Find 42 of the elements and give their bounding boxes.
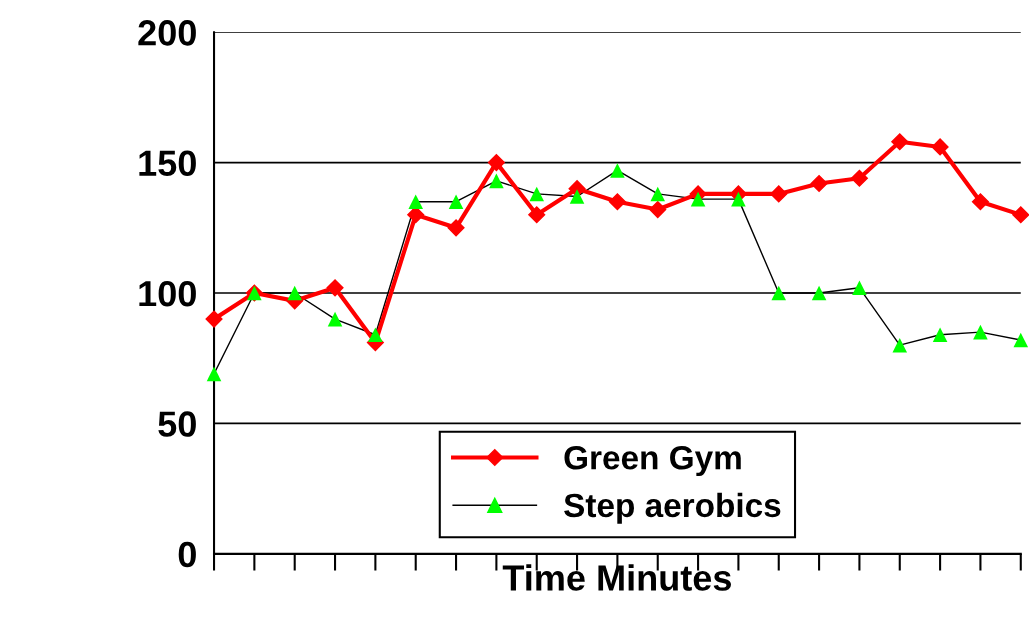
point xyxy=(973,324,988,340)
point xyxy=(487,154,505,172)
point xyxy=(810,174,828,193)
point xyxy=(327,311,343,327)
point xyxy=(650,186,666,202)
point xyxy=(971,193,989,211)
point xyxy=(731,191,746,207)
point xyxy=(811,285,827,301)
point xyxy=(850,169,868,187)
point xyxy=(529,186,545,202)
point xyxy=(690,191,706,207)
point xyxy=(489,173,504,189)
point xyxy=(408,194,423,210)
point xyxy=(771,285,787,301)
point xyxy=(569,189,585,204)
legend-label: Green Gym xyxy=(564,445,741,477)
point xyxy=(1013,332,1029,348)
legend-label: Step aerobics xyxy=(564,492,781,524)
y-tick-label: 150 xyxy=(139,150,196,177)
point xyxy=(206,366,222,382)
point xyxy=(608,193,626,211)
point xyxy=(447,219,465,237)
point xyxy=(852,280,867,296)
point xyxy=(1012,206,1029,224)
point xyxy=(891,133,909,151)
point xyxy=(770,185,788,203)
point xyxy=(326,279,344,297)
point xyxy=(892,337,908,353)
point xyxy=(649,201,667,219)
x-axis-title: Time Minutes xyxy=(502,564,731,591)
point xyxy=(287,285,302,301)
y-tick-label: 200 xyxy=(138,20,196,46)
point xyxy=(610,163,625,178)
point xyxy=(932,327,948,343)
point xyxy=(931,138,949,156)
y-tick-label: 100 xyxy=(139,280,196,307)
y-tick-label: 0 xyxy=(178,541,196,568)
y-tick-label: 50 xyxy=(158,411,196,437)
point xyxy=(448,194,464,210)
point xyxy=(205,310,223,328)
point xyxy=(528,206,546,224)
point xyxy=(368,327,383,343)
